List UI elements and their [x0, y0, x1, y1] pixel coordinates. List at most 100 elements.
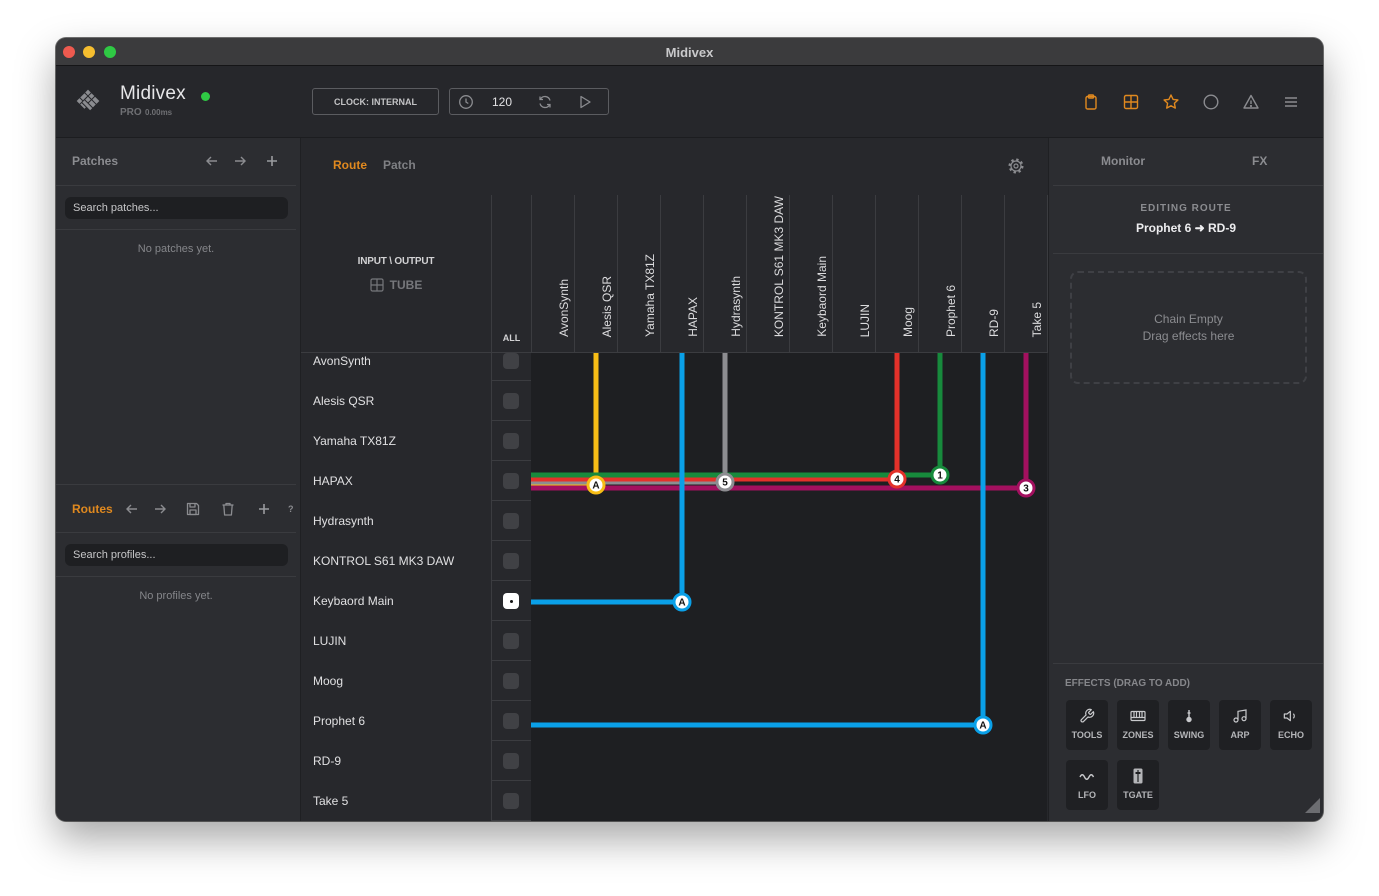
routing-matrix-panel: Route Patch INPUT \ OUTPUT TUBE ALL Avon… — [301, 138, 1048, 821]
route-to-all-checkbox[interactable] — [503, 353, 519, 369]
route-marker[interactable]: 3 — [1016, 478, 1036, 498]
zoom-window-button[interactable] — [104, 46, 116, 58]
input-label: Keybaord Main — [313, 594, 394, 608]
play-icon[interactable] — [577, 94, 593, 110]
route-line — [531, 353, 599, 488]
tempo-value[interactable]: 120 — [491, 95, 513, 109]
view-mode-toggle[interactable]: TUBE — [301, 278, 491, 292]
effect-tgate[interactable]: TGATE — [1117, 760, 1159, 810]
output-label: Moog — [901, 306, 915, 337]
output-column-header[interactable]: Prophet 6 — [918, 195, 961, 353]
route-marker[interactable]: 1 — [930, 465, 950, 485]
route-to-all-checkbox[interactable] — [503, 513, 519, 529]
route-badge: 1 — [937, 471, 943, 482]
divider — [1053, 663, 1323, 664]
output-column-header[interactable]: AvonSynth — [531, 195, 574, 353]
search-profiles-input[interactable] — [65, 544, 288, 566]
output-column-header[interactable]: Take 5 — [1004, 195, 1047, 353]
all-cell — [491, 741, 531, 781]
patches-forward-icon[interactable] — [232, 153, 248, 169]
all-column-header[interactable]: ALL — [491, 195, 531, 353]
input-label: Prophet 6 — [313, 714, 366, 728]
warning-icon[interactable] — [1242, 93, 1260, 111]
effect-swing[interactable]: SWING — [1168, 700, 1210, 750]
input-label: Yamaha TX81Z — [313, 434, 396, 448]
route-marker[interactable]: A — [586, 475, 606, 495]
route-line — [531, 353, 986, 728]
effect-tools[interactable]: TOOLS — [1066, 700, 1108, 750]
add-patch-icon[interactable] — [264, 153, 280, 169]
clock-icon[interactable] — [458, 94, 474, 110]
route-to-all-checkbox[interactable] — [503, 753, 519, 769]
route-marker[interactable]: 4 — [887, 469, 907, 489]
route-marker[interactable]: 5 — [715, 472, 735, 492]
route-grid[interactable] — [531, 353, 1047, 821]
route-to-all-checkbox[interactable] — [503, 433, 519, 449]
tab-fx[interactable]: FX — [1252, 154, 1268, 168]
divider — [56, 532, 296, 533]
clock-source-button[interactable]: CLOCK: INTERNAL — [312, 88, 439, 115]
route-to-all-checkbox[interactable] — [503, 673, 519, 689]
wave-icon — [1079, 774, 1095, 780]
effect-arp[interactable]: ARP — [1219, 700, 1261, 750]
route-marker[interactable]: A — [672, 592, 692, 612]
input-row: Take 5 — [301, 781, 531, 821]
route-line — [531, 353, 685, 605]
effect-zones[interactable]: ZONES — [1117, 700, 1159, 750]
trash-icon[interactable] — [220, 501, 236, 517]
settings-gear-icon[interactable] — [1006, 156, 1026, 176]
route-to-all-checkbox[interactable] — [503, 793, 519, 809]
output-column-header[interactable]: Hydrasynth — [703, 195, 746, 353]
route-badge: A — [979, 721, 986, 732]
sync-icon[interactable] — [537, 94, 553, 110]
output-column-header[interactable]: LUJIN — [832, 195, 875, 353]
output-column-header[interactable]: RD-9 — [961, 195, 1004, 353]
output-column-header[interactable]: HAPAX — [660, 195, 703, 353]
output-column-header[interactable]: Moog — [875, 195, 918, 353]
route-to-all-checkbox[interactable] — [503, 473, 519, 489]
route-to-all-checkbox[interactable] — [503, 593, 519, 609]
divider — [1053, 185, 1323, 186]
minimize-window-button[interactable] — [83, 46, 95, 58]
output-column-header[interactable]: Yamaha TX81Z — [617, 195, 660, 353]
route-to-all-checkbox[interactable] — [503, 553, 519, 569]
input-row: RD-9 — [301, 741, 531, 781]
menu-icon[interactable] — [1282, 93, 1300, 111]
circle-icon[interactable] — [1202, 93, 1220, 111]
close-window-button[interactable] — [63, 46, 75, 58]
star-icon[interactable] — [1162, 93, 1180, 111]
grid-icon[interactable] — [1122, 93, 1140, 111]
view-mode-label: TUBE — [389, 278, 423, 292]
tab-monitor[interactable]: Monitor — [1101, 154, 1145, 168]
help-button[interactable]: ? — [288, 504, 294, 514]
tab-route[interactable]: Route — [333, 158, 367, 172]
resize-handle[interactable] — [1305, 798, 1320, 813]
clipboard-icon[interactable] — [1082, 93, 1100, 111]
route-line — [531, 353, 900, 482]
input-label: Hydrasynth — [313, 514, 374, 528]
output-column-header[interactable]: Alesis QSR — [574, 195, 617, 353]
effect-lfo[interactable]: LFO — [1066, 760, 1108, 810]
routes-forward-icon[interactable] — [152, 501, 168, 517]
input-label: Take 5 — [313, 794, 349, 808]
app-body: Patches No patches yet. Routes ? No prof… — [56, 138, 1323, 821]
tab-patch[interactable]: Patch — [383, 158, 416, 172]
route-to-all-checkbox[interactable] — [503, 393, 519, 409]
output-label: HAPAX — [686, 297, 700, 337]
routes-back-icon[interactable] — [124, 501, 140, 517]
all-cell — [491, 621, 531, 661]
route-to-all-checkbox[interactable] — [503, 713, 519, 729]
output-column-header[interactable]: Keybaord Main — [789, 195, 832, 353]
editing-route-value: Prophet 6 ➜ RD-9 — [1135, 221, 1237, 235]
patches-back-icon[interactable] — [204, 153, 220, 169]
output-column-header[interactable]: KONTROL S61 MK3 DAW — [746, 195, 789, 353]
effect-chain-dropzone[interactable]: Chain Empty Drag effects here — [1070, 271, 1307, 384]
route-to-all-checkbox[interactable] — [503, 633, 519, 649]
matrix-rows[interactable]: AvonSynth Alesis QSR Yamaha TX81Z HAPAX … — [301, 353, 1048, 821]
metronome-icon — [1186, 710, 1192, 723]
route-marker[interactable]: A — [973, 715, 993, 735]
save-icon[interactable] — [185, 501, 201, 517]
search-patches-input[interactable] — [65, 197, 288, 219]
effect-echo[interactable]: ECHO — [1270, 700, 1312, 750]
add-route-icon[interactable] — [256, 501, 272, 517]
